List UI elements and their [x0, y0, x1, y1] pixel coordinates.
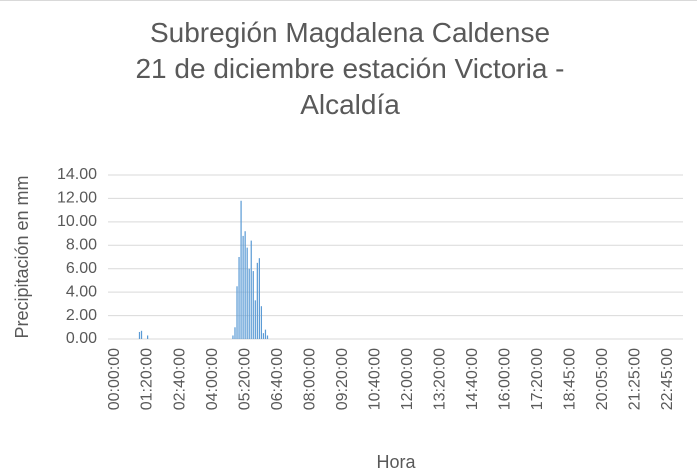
y-tick-label: 8.00: [66, 237, 97, 254]
x-tick-label: 13:20:00: [431, 348, 448, 410]
bar: [242, 235, 244, 339]
x-tick-label: 12:00:00: [399, 348, 416, 410]
bar: [258, 258, 260, 339]
bar: [140, 330, 143, 339]
y-tick-label: 6.00: [66, 260, 97, 277]
bar: [246, 247, 248, 339]
chart-title: Subregión Magdalena Caldense: [150, 17, 550, 48]
x-axis-label: Hora: [376, 452, 416, 472]
bar: [266, 335, 269, 339]
y-tick-label: 12.00: [57, 190, 97, 207]
bar: [244, 231, 246, 339]
bar: [236, 286, 238, 339]
bar: [256, 262, 258, 339]
chart-title: Alcaldía: [300, 89, 400, 120]
bar: [254, 300, 256, 339]
x-tick-label: 17:20:00: [529, 348, 546, 410]
bar: [240, 200, 242, 339]
x-tick-label: 18:45:00: [561, 348, 578, 410]
x-tick-label: 01:20:00: [139, 348, 156, 410]
x-tick-label: 04:00:00: [204, 348, 221, 410]
x-tick-label: 05:20:00: [236, 348, 253, 410]
bar: [147, 335, 149, 339]
bar: [138, 331, 141, 339]
y-tick-label: 10.00: [57, 213, 97, 230]
x-tick-label: 02:40:00: [171, 348, 188, 410]
bar: [262, 333, 265, 339]
y-axis-label: Precipitación en mm: [12, 175, 32, 338]
bar: [260, 306, 263, 339]
y-tick-label: 14.00: [57, 166, 97, 183]
bar: [252, 271, 254, 339]
x-tick-label: 22:45:00: [659, 348, 676, 410]
bar: [238, 257, 240, 339]
y-tick-label: 4.00: [66, 283, 97, 300]
y-tick-label: 0.00: [66, 330, 97, 347]
chart-title: 21 de diciembre estación Victoria -: [135, 53, 564, 84]
bar: [250, 240, 252, 339]
x-tick-label: 08:00:00: [301, 348, 318, 410]
x-tick-label: 16:00:00: [496, 348, 513, 410]
x-tick-label: 00:00:00: [106, 348, 123, 410]
bar: [232, 335, 234, 339]
x-tick-label: 06:40:00: [269, 348, 286, 410]
x-tick-label: 21:25:00: [626, 348, 643, 410]
x-tick-label: 20:05:00: [594, 348, 611, 410]
bar: [264, 329, 267, 339]
y-tick-label: 2.00: [66, 307, 97, 324]
x-tick-label: 09:20:00: [334, 348, 351, 410]
bar: [234, 327, 236, 339]
bar: [248, 268, 250, 339]
x-tick-label: 14:40:00: [464, 348, 481, 410]
x-tick-label: 10:40:00: [366, 348, 383, 410]
